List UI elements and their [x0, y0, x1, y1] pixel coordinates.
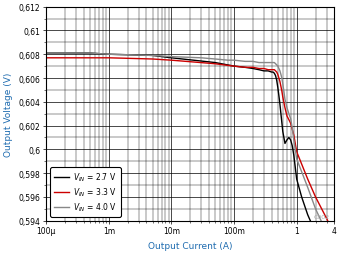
Text: C002: C002 — [314, 214, 330, 219]
Y-axis label: Output Voltage (V): Output Voltage (V) — [4, 72, 13, 156]
X-axis label: Output Current (A): Output Current (A) — [148, 241, 233, 250]
Legend: $\mathit{V}_{IN}$ = 2.7 V, $\mathit{V}_{IN}$ = 3.3 V, $\mathit{V}_{IN}$ = 4.0 V: $\mathit{V}_{IN}$ = 2.7 V, $\mathit{V}_{… — [50, 168, 121, 217]
